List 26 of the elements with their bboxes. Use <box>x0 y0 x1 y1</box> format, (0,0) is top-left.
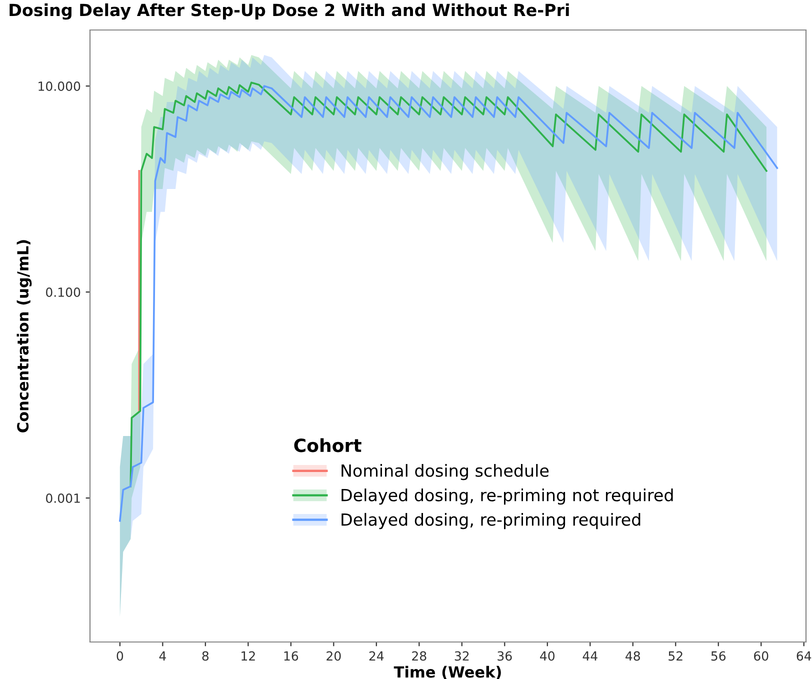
x-tick-label: 64 <box>796 651 812 661</box>
legend-label: Nominal dosing schedule <box>342 464 549 480</box>
y-tick-label: 0.001 <box>46 493 80 503</box>
legend-label: Delayed dosing, re-priming not required <box>342 488 673 505</box>
legend-title: Cohort <box>294 438 362 452</box>
legend-label: Delayed dosing, re-priming required <box>342 512 640 530</box>
x-tick-label: 4 <box>159 651 166 661</box>
x-tick-label: 56 <box>711 651 726 661</box>
y-axis-title: Concentration (ug/mL) <box>16 240 32 432</box>
chart-title: Dosing Delay After Step-Up Dose 2 With and Without Re-Pri <box>10 3 569 20</box>
x-tick-label: 20 <box>326 651 341 661</box>
x-tick-label: 8 <box>202 651 209 661</box>
y-tick-label: 0.100 <box>46 288 80 297</box>
x-tick-label: 24 <box>369 651 384 661</box>
x-tick-label: 32 <box>454 651 469 661</box>
x-tick-label: 36 <box>498 651 512 661</box>
x-tick-label: 52 <box>668 651 682 661</box>
x-tick-label: 60 <box>754 651 768 661</box>
x-tick-label: 16 <box>284 651 298 661</box>
x-tick-label: 40 <box>540 651 555 661</box>
x-tick-label: 12 <box>242 651 255 661</box>
y-tick-label: 10.000 <box>38 82 80 91</box>
x-tick-label: 44 <box>582 651 598 661</box>
x-tick-label: 48 <box>626 651 640 661</box>
x-tick-label: 0 <box>116 651 124 661</box>
x-tick-label: 28 <box>412 651 426 661</box>
